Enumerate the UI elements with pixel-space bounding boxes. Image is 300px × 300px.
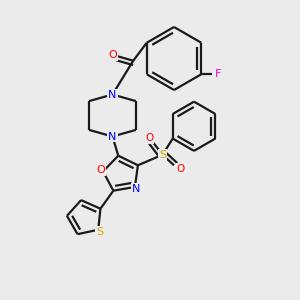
Text: S: S bbox=[96, 227, 103, 237]
Text: O: O bbox=[96, 165, 105, 175]
Text: S: S bbox=[159, 150, 166, 160]
Text: F: F bbox=[214, 69, 221, 79]
Text: O: O bbox=[145, 133, 153, 143]
Text: N: N bbox=[108, 131, 117, 142]
Text: O: O bbox=[176, 164, 184, 174]
Text: O: O bbox=[109, 50, 118, 60]
Text: N: N bbox=[108, 89, 117, 100]
Text: N: N bbox=[132, 184, 141, 194]
